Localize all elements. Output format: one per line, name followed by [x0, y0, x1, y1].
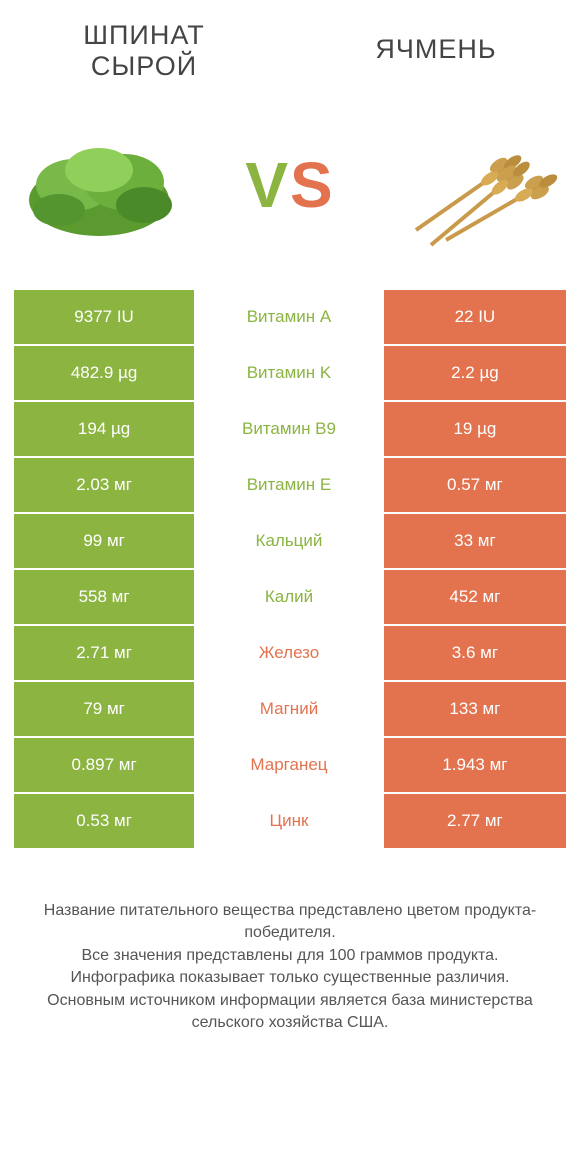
nutrient-name: Витамин A [196, 290, 384, 346]
table-row: 0.53 мгЦинк2.77 мг [14, 794, 566, 850]
left-value: 0.897 мг [14, 738, 196, 794]
table-row: 194 µgВитамин B919 µg [14, 402, 566, 458]
table-row: 79 мгМагний133 мг [14, 682, 566, 738]
table-row: 558 мгКалий452 мг [14, 570, 566, 626]
footer-line-2: Все значения представлены для 100 граммо… [28, 945, 552, 967]
table-row: 0.897 мгМарганец1.943 мг [14, 738, 566, 794]
left-food-title: ШПИНАТ СЫРОЙ [34, 20, 254, 82]
left-value: 194 µg [14, 402, 196, 458]
nutrient-name: Кальций [196, 514, 384, 570]
right-value: 2.77 мг [384, 794, 566, 850]
left-value: 79 мг [14, 682, 196, 738]
nutrient-table: 9377 IUВитамин A22 IU482.9 µgВитамин K2.… [14, 290, 566, 850]
nutrient-name: Калий [196, 570, 384, 626]
table-row: 99 мгКальций33 мг [14, 514, 566, 570]
right-value: 3.6 мг [384, 626, 566, 682]
left-value: 0.53 мг [14, 794, 196, 850]
left-food-image [14, 120, 184, 250]
nutrient-name: Железо [196, 626, 384, 682]
table-row: 2.71 мгЖелезо3.6 мг [14, 626, 566, 682]
footer-line-3: Инфографика показывает только существенн… [28, 967, 552, 989]
vs-s: S [290, 149, 335, 221]
vs-v: V [245, 149, 290, 221]
nutrient-name: Витамин E [196, 458, 384, 514]
nutrient-name: Витамин K [196, 346, 384, 402]
nutrient-name: Марганец [196, 738, 384, 794]
right-value: 452 мг [384, 570, 566, 626]
right-value: 33 мг [384, 514, 566, 570]
table-row: 9377 IUВитамин A22 IU [14, 290, 566, 346]
footer-line-1: Название питательного вещества представл… [28, 900, 552, 945]
right-value: 2.2 µg [384, 346, 566, 402]
table-row: 482.9 µgВитамин K2.2 µg [14, 346, 566, 402]
footer-notes: Название питательного вещества представл… [14, 900, 566, 1034]
right-value: 22 IU [384, 290, 566, 346]
footer-line-4: Основным источником информации является … [28, 990, 552, 1035]
left-value: 9377 IU [14, 290, 196, 346]
left-value: 2.71 мг [14, 626, 196, 682]
left-value: 2.03 мг [14, 458, 196, 514]
right-food-image [396, 120, 566, 250]
table-row: 2.03 мгВитамин E0.57 мг [14, 458, 566, 514]
nutrient-name: Магний [196, 682, 384, 738]
left-value: 99 мг [14, 514, 196, 570]
header: ШПИНАТ СЫРОЙ ЯЧМЕНЬ [14, 20, 566, 90]
nutrient-name: Витамин B9 [196, 402, 384, 458]
right-value: 1.943 мг [384, 738, 566, 794]
right-value: 19 µg [384, 402, 566, 458]
left-value: 482.9 µg [14, 346, 196, 402]
left-value: 558 мг [14, 570, 196, 626]
right-value: 133 мг [384, 682, 566, 738]
nutrient-name: Цинк [196, 794, 384, 850]
right-value: 0.57 мг [384, 458, 566, 514]
right-food-title: ЯЧМЕНЬ [326, 20, 546, 82]
vs-label: VS [245, 148, 334, 222]
vs-row: VS [14, 90, 566, 290]
